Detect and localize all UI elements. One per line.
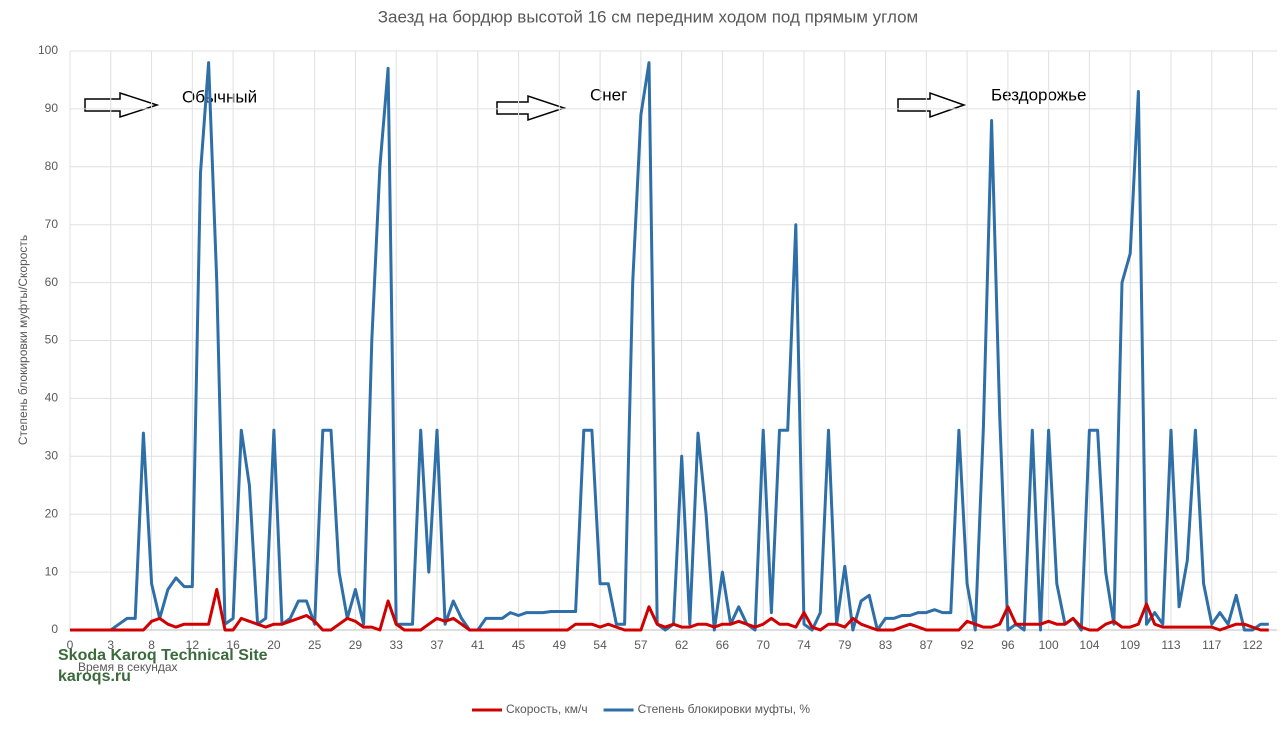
x-tick-label: 20 [267, 638, 281, 652]
x-tick-label: 83 [879, 638, 893, 652]
y-tick-label: 10 [45, 564, 59, 578]
y-tick-label: 90 [45, 101, 59, 115]
x-tick-label: 113 [1161, 638, 1180, 652]
y-tick-label: 0 [51, 622, 58, 636]
y-tick-label: 80 [45, 159, 59, 173]
x-tick-label: 54 [593, 638, 607, 652]
x-tick-label: 92 [960, 638, 974, 652]
x-tick-label: 37 [430, 638, 444, 652]
chart-title: Заезд на бордюр высотой 16 см передним х… [378, 7, 918, 26]
x-tick-label: 0 [67, 638, 74, 652]
x-tick-label: 33 [390, 638, 404, 652]
y-tick-label: 20 [45, 506, 59, 520]
y-tick-label: 70 [45, 217, 59, 231]
x-tick-label: 12 [186, 638, 200, 652]
x-tick-label: 29 [349, 638, 363, 652]
x-tick-label: 117 [1202, 638, 1221, 652]
x-tick-label: 109 [1120, 638, 1140, 652]
legend-label: Степень блокировки муфты, % [638, 702, 811, 716]
x-tick-label: 16 [226, 638, 240, 652]
watermark: karoqs.ru [58, 668, 131, 685]
x-tick-label: 8 [148, 638, 155, 652]
y-tick-label: 30 [45, 448, 59, 462]
annotation: Обычный [182, 87, 257, 106]
x-tick-label: 45 [512, 638, 526, 652]
y-tick-label: 40 [45, 391, 59, 405]
annotation: Снег [590, 85, 627, 104]
x-tick-label: 87 [920, 638, 934, 652]
y-tick-label: 50 [45, 333, 59, 347]
x-tick-label: 57 [634, 638, 648, 652]
x-tick-label: 122 [1243, 638, 1263, 652]
x-tick-label: 104 [1079, 638, 1099, 652]
x-tick-label: 74 [797, 638, 811, 652]
x-tick-label: 25 [308, 638, 322, 652]
y-tick-label: 100 [38, 43, 58, 57]
x-tick-label: 66 [716, 638, 730, 652]
x-tick-label: 62 [675, 638, 689, 652]
annotation-arrows [84, 91, 967, 122]
legend-label: Скорость, км/ч [506, 702, 588, 716]
x-tick-label: 96 [1001, 638, 1015, 652]
y-tick-label: 60 [45, 275, 59, 289]
series-line [70, 588, 1269, 632]
watermark: Skoda Karoq Technical Site [58, 647, 268, 664]
x-tick-label: 100 [1039, 638, 1059, 652]
x-tick-label: 70 [757, 638, 771, 652]
annotation: Бездорожье [991, 85, 1086, 104]
x-tick-label: 3 [107, 638, 114, 652]
y-axis-label: Степень блокировки муфты/Скорость [16, 235, 30, 445]
x-tick-label: 49 [553, 638, 567, 652]
x-axis-label: Время в секундах [78, 660, 178, 674]
x-tick-label: 79 [838, 638, 852, 652]
x-tick-label: 41 [471, 638, 485, 652]
